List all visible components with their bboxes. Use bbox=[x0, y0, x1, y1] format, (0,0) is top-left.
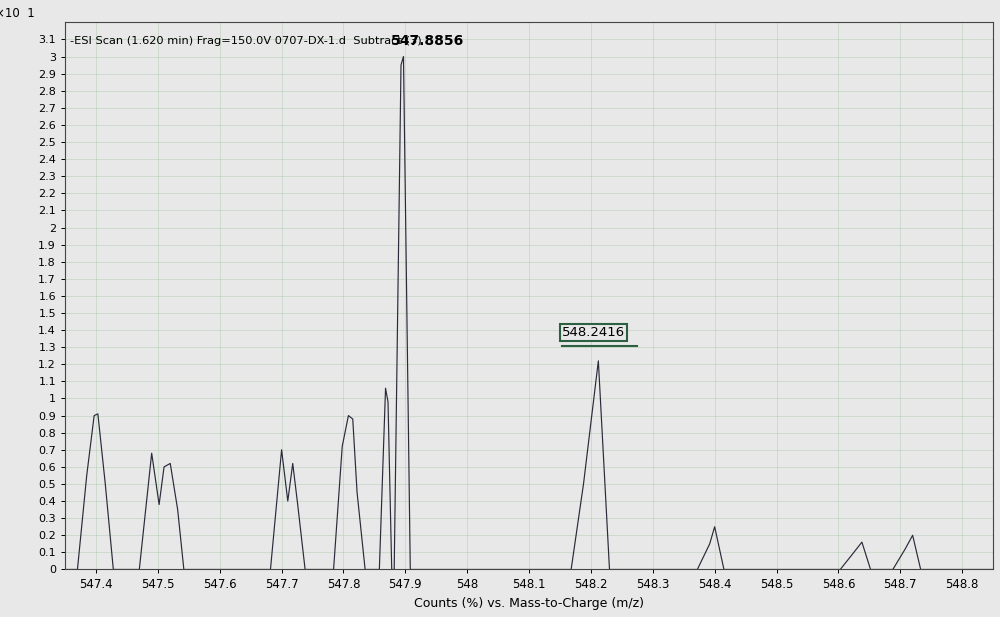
X-axis label: Counts (%) vs. Mass-to-Charge (m/z): Counts (%) vs. Mass-to-Charge (m/z) bbox=[414, 597, 644, 610]
Text: -ESI Scan (1.620 min) Frag=150.0V 0707-DX-1.d  Subtract (3): -ESI Scan (1.620 min) Frag=150.0V 0707-D… bbox=[70, 36, 421, 46]
Text: 547.8856: 547.8856 bbox=[390, 34, 464, 48]
Text: ×10  1: ×10 1 bbox=[0, 7, 35, 20]
Text: 548.2416: 548.2416 bbox=[562, 326, 625, 339]
